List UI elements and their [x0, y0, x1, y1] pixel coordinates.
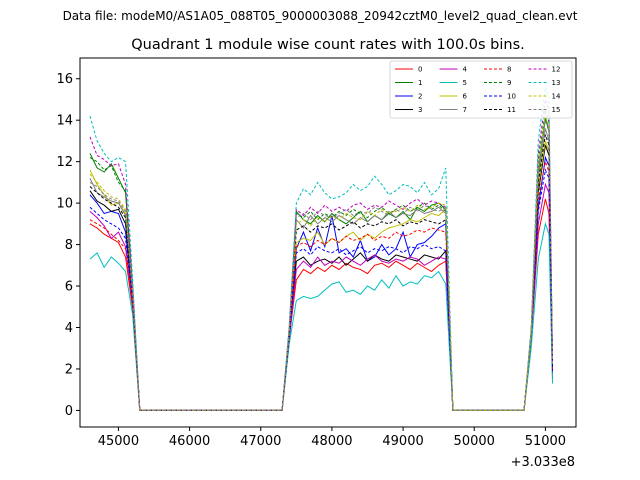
chart-title: Quadrant 1 module wise count rates with … [131, 37, 525, 53]
x-tick-label: 46000 [169, 434, 210, 449]
y-tick-label: 16 [56, 72, 73, 87]
legend-label-9: 9 [507, 79, 511, 87]
legend-label-12: 12 [552, 66, 561, 74]
x-tick-label: 45000 [98, 434, 139, 449]
x-tick-label: 49000 [382, 434, 423, 449]
legend-label-3: 3 [418, 106, 422, 114]
legend-label-0: 0 [418, 66, 422, 74]
x-tick-label: 48000 [311, 434, 352, 449]
legend-label-4: 4 [463, 66, 468, 74]
y-tick-label: 8 [65, 238, 73, 253]
series-lines [89, 86, 554, 411]
y-tick-label: 10 [56, 197, 73, 212]
figure-suptitle: Data file: modeM0/AS1A05_088T05_90000030… [63, 9, 578, 23]
x-axis-offset-label: +3.033e8 [511, 455, 575, 470]
y-tick-label: 0 [65, 404, 73, 419]
legend-label-8: 8 [507, 66, 511, 74]
y-tick-label: 4 [65, 321, 73, 336]
legend-label-14: 14 [552, 93, 561, 101]
legend-label-2: 2 [418, 93, 422, 101]
legend-label-7: 7 [463, 106, 467, 114]
legend-label-13: 13 [552, 79, 561, 87]
legend-label-6: 6 [463, 93, 468, 101]
legend-label-1: 1 [418, 79, 422, 87]
legend-label-5: 5 [463, 79, 467, 87]
legend-label-10: 10 [507, 93, 516, 101]
axes-frame [79, 57, 577, 428]
legend-label-15: 15 [552, 106, 561, 114]
legend-box [389, 60, 573, 119]
legend-label-11: 11 [507, 106, 516, 114]
x-tick-label: 51000 [525, 434, 566, 449]
y-tick-label: 12 [56, 155, 73, 170]
x-tick-label: 50000 [454, 434, 495, 449]
y-tick-label: 14 [56, 114, 73, 129]
series-line-15 [89, 120, 554, 411]
y-tick-label: 6 [65, 280, 73, 295]
x-tick-label: 47000 [240, 434, 281, 449]
plot-area: 45000 46000 47000 48000 49000 50000 51000 0 2 4 6 8… [56, 57, 577, 449]
y-tick-label: 2 [65, 362, 73, 377]
